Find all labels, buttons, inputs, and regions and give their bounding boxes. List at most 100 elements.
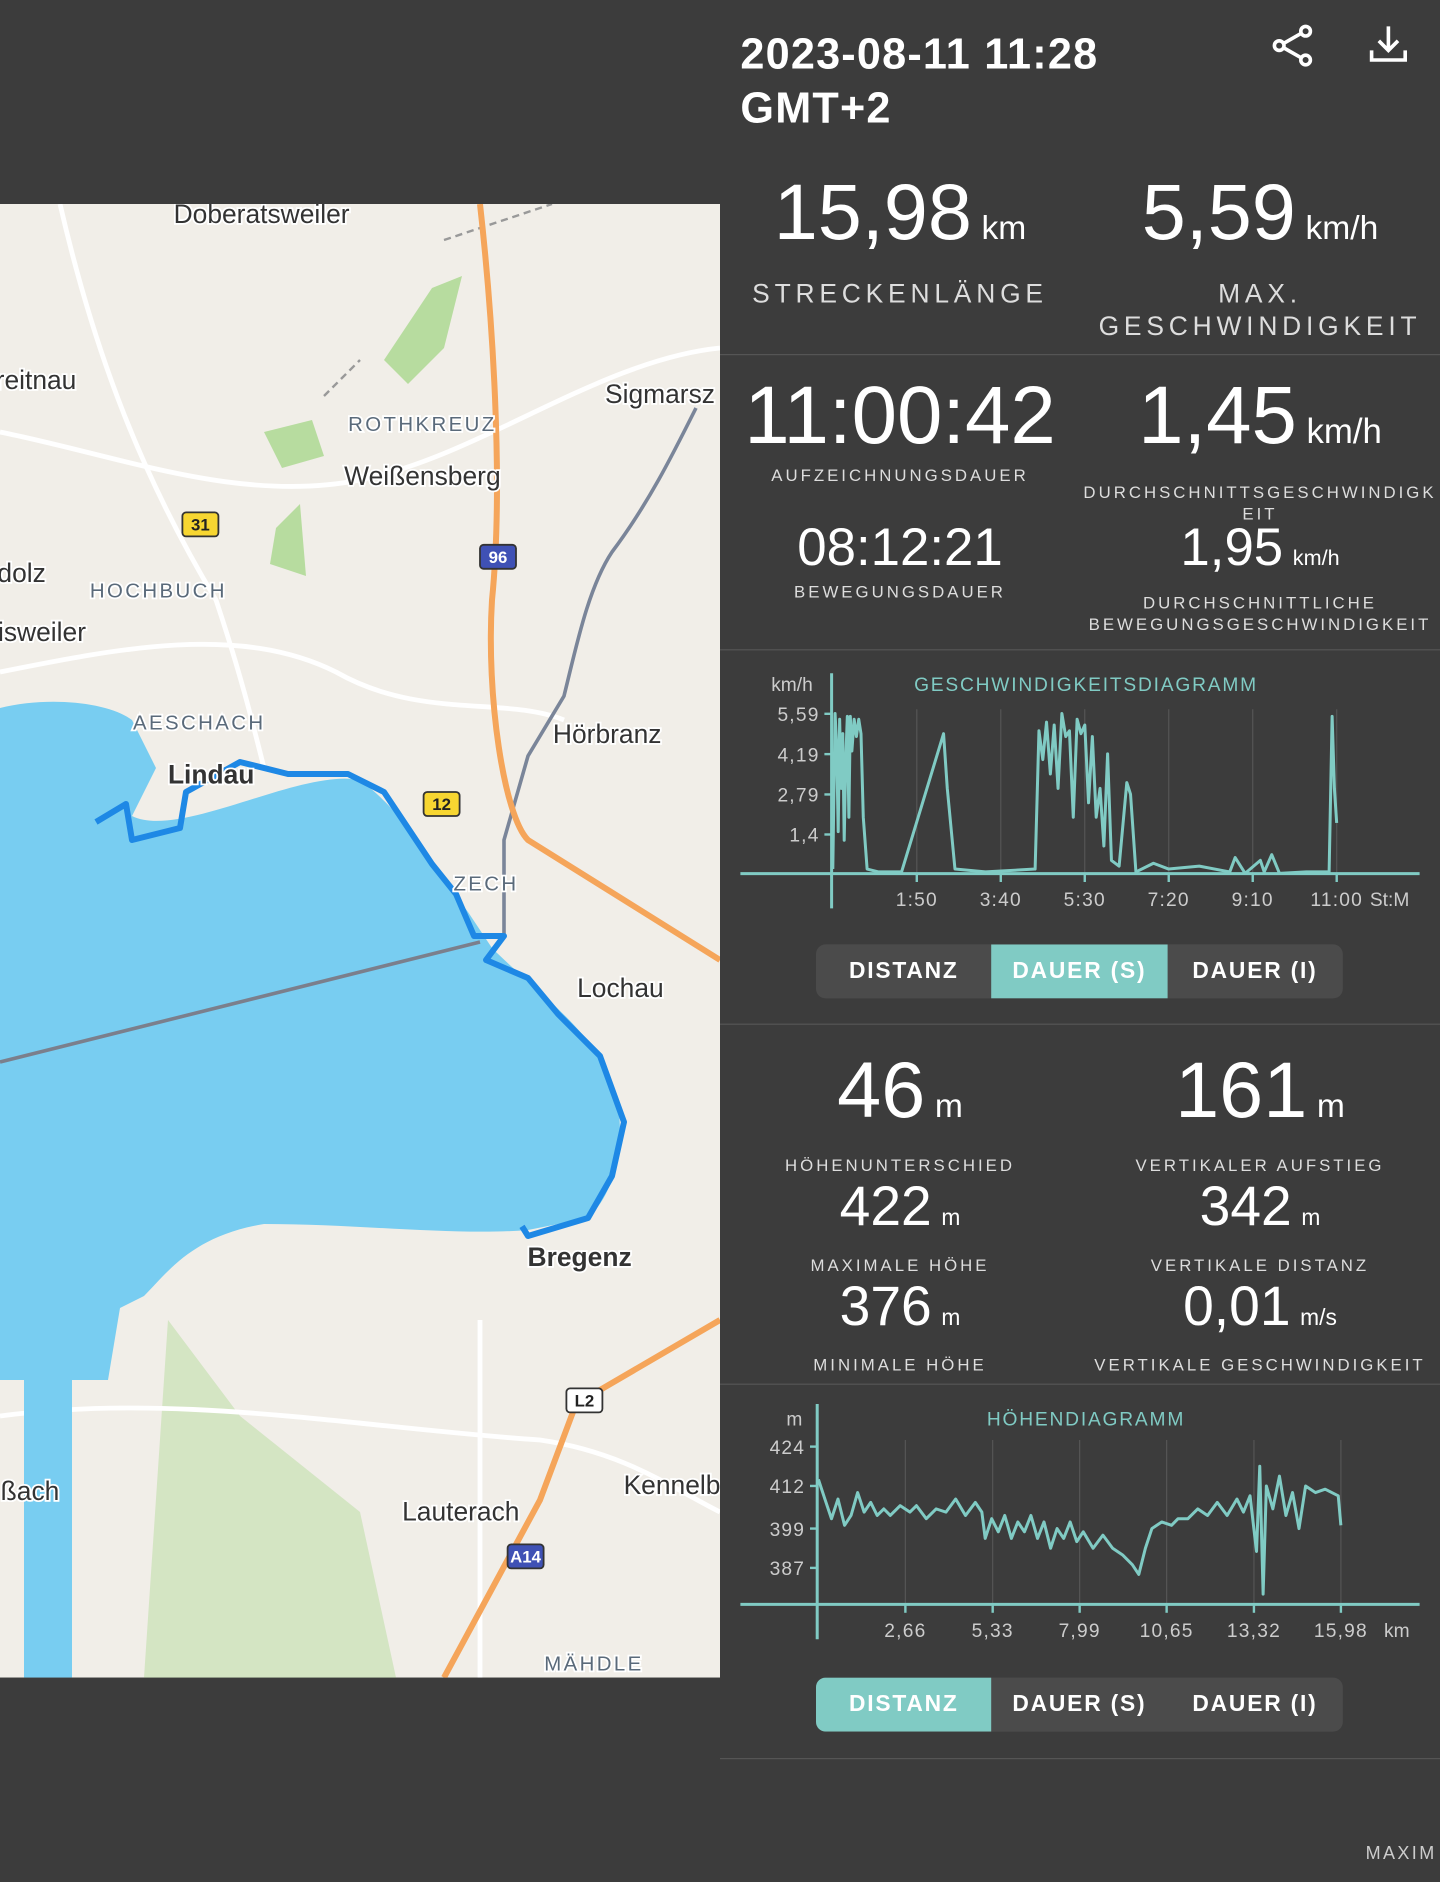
divider <box>720 1023 1440 1025</box>
stat-value-row: 5,59 km/h <box>1080 166 1440 272</box>
stat-value-row: 161 m <box>1080 1045 1440 1150</box>
map[interactable]: Doberatsweiler reitnau ROTHKREUZ Weißensber… <box>0 204 720 1678</box>
x-tick-label: 9:10 <box>1232 890 1274 911</box>
divider <box>720 1758 1440 1760</box>
stat-unit: km/h <box>1306 412 1382 452</box>
x-unit: km <box>1384 1621 1410 1642</box>
map-label: Weißensberg <box>344 461 500 491</box>
stat-value: 1,45 <box>1138 369 1297 461</box>
stat: 08:12:21 BEWEGUNGSDAUER <box>720 518 1080 603</box>
timezone: GMT+2 <box>740 82 892 132</box>
stat-unit: m <box>934 1087 963 1125</box>
stat-unit: km/h <box>1305 208 1379 247</box>
stat: 342 m VERTIKALE DISTANZ <box>1080 1174 1440 1276</box>
x-tick-label: 15,98 <box>1314 1621 1368 1642</box>
tab-button[interactable]: DAUER (S) <box>992 1678 1168 1732</box>
stat-label: DURCHSCHNITTLICHE BEWEGUNGSGESCHWINDIGKE… <box>1088 593 1432 634</box>
stat: 376 m MINIMALE HÖHE <box>720 1274 1080 1376</box>
date-time: 2023-08-11 11:28 <box>740 28 1099 78</box>
tab-button[interactable]: DAUER (S) <box>991 944 1168 999</box>
stat: 0,01 m/s VERTIKALE GESCHWINDIGKEIT <box>1080 1274 1440 1376</box>
stat-value-row: 08:12:21 <box>720 518 1080 577</box>
map-label: HOCHBUCH <box>90 581 227 603</box>
map-label: isweiler <box>0 617 86 647</box>
tab-button[interactable]: DISTANZ <box>816 944 992 998</box>
stat-label: MAX. GESCHWINDIGKEIT <box>1098 278 1422 342</box>
chart-title: GESCHWINDIGKEITSDIAGRAMM <box>914 675 1258 696</box>
x-tick-label: 7,99 <box>1059 1621 1101 1642</box>
y-tick-label: 1,4 <box>789 826 819 847</box>
header: 2023-08-11 11:28 GMT+2 <box>740 26 1098 134</box>
stat-value: 376 <box>839 1274 932 1337</box>
road-badge <box>422 791 461 817</box>
map-label: ZECH <box>453 873 518 895</box>
stat-value-row: 46 m <box>720 1045 1080 1150</box>
stat-value: 1,95 <box>1180 518 1284 578</box>
stat-label: MAXIMALE HÖHE <box>810 1254 990 1274</box>
stat: 46 m HÖHENUNTERSCHIED <box>720 1045 1080 1176</box>
stat-unit: m <box>941 1305 961 1331</box>
y-tick-label: 399 <box>770 1520 806 1541</box>
x-tick-label: 3:40 <box>980 890 1022 911</box>
map-label: Lochau <box>577 973 664 1003</box>
x-tick-label: 7:20 <box>1148 890 1190 911</box>
stat-value: 15,98 <box>773 166 972 256</box>
stat-unit: km/h <box>1292 546 1340 570</box>
stat-label: VERTIKALE DISTANZ <box>1150 1254 1370 1274</box>
data-line <box>831 712 1339 875</box>
stat-value: 46 <box>837 1045 926 1134</box>
road-number: 31 <box>191 515 210 534</box>
map-label: dolz <box>0 558 46 588</box>
y-unit: m <box>786 1410 802 1431</box>
stat: 1,45 km/h DURCHSCHNITTSGESCHWINDIGKEIT <box>1080 370 1440 525</box>
stat-value-row: 376 m <box>720 1274 1080 1350</box>
stat-value-row: 11:00:42 <box>720 370 1080 461</box>
tab-button[interactable]: DAUER (I) <box>1167 1678 1343 1732</box>
y-tick-label: 424 <box>770 1438 806 1459</box>
stat: 11:00:42 AUFZEICHNUNGSDAUER <box>720 370 1080 487</box>
stat-value-row: 1,45 km/h <box>1080 370 1440 478</box>
stat-unit: m <box>1316 1087 1345 1125</box>
stat-unit: m/s <box>1300 1305 1337 1331</box>
x-tick-label: 10,65 <box>1140 1621 1194 1642</box>
road-badge <box>565 1387 604 1414</box>
stat: 1,95 km/h DURCHSCHNITTLICHE BEWEGUNGSGESCH… <box>1080 518 1440 635</box>
map-label: MÄHDLE <box>544 1653 643 1675</box>
x-tick-label: 5:30 <box>1064 890 1106 911</box>
map-label: Hörbranz <box>553 719 662 749</box>
stat-value: 08:12:21 <box>797 518 1003 578</box>
tab-button[interactable]: DISTANZ <box>816 1677 992 1732</box>
stat-value: 11:00:42 <box>744 369 1056 461</box>
road-number: L2 <box>575 1391 595 1410</box>
map-label: ßach <box>1 1476 60 1506</box>
y-unit: km/h <box>771 675 813 696</box>
map-label: Bregenz <box>528 1242 632 1272</box>
download-button[interactable] <box>1366 22 1414 70</box>
stat-unit: km <box>981 208 1027 247</box>
map-label: Sigmarsz <box>605 379 715 409</box>
tab-button[interactable]: DAUER (I) <box>1167 944 1343 998</box>
map-label: AESCHACH <box>133 713 266 735</box>
map-label: Lauterach <box>402 1496 519 1526</box>
stat-value: 342 <box>1199 1174 1292 1238</box>
map-label: reitnau <box>0 365 76 395</box>
stat-value-row: 342 m <box>1080 1174 1440 1250</box>
elevation-tabs: DISTANZ DAUER (S) DAUER (I) <box>816 1677 1343 1732</box>
stat-value: 0,01 <box>1183 1274 1291 1337</box>
share-button[interactable] <box>1270 22 1318 70</box>
stat-value: 5,59 <box>1141 166 1296 256</box>
stat-label: VERTIKALE GESCHWINDIGKEIT <box>1094 1354 1426 1374</box>
speed-tabs: DISTANZ DAUER (S) DAUER (I) <box>816 944 1343 999</box>
y-tick-label: 5,59 <box>777 705 819 726</box>
stat-label: AUFZEICHNUNGSDAUER <box>771 465 1029 485</box>
stat-value-row: 0,01 m/s <box>1080 1274 1440 1350</box>
stat: 5,59 km/h MAX. GESCHWINDIGKEIT <box>1080 166 1440 343</box>
stat: 161 m VERTIKALER AUFSTIEG <box>1080 1045 1440 1176</box>
map-label: Kennelb <box>624 1470 720 1500</box>
stat-label: VERTIKALER AUFSTIEG <box>1135 1155 1385 1175</box>
stat-label: STRECKENLÄNGE <box>752 278 1048 309</box>
stat-value-row: 1,95 km/h <box>1080 518 1440 588</box>
stat-value: 161 <box>1175 1045 1308 1134</box>
road-badge <box>506 1543 545 1570</box>
